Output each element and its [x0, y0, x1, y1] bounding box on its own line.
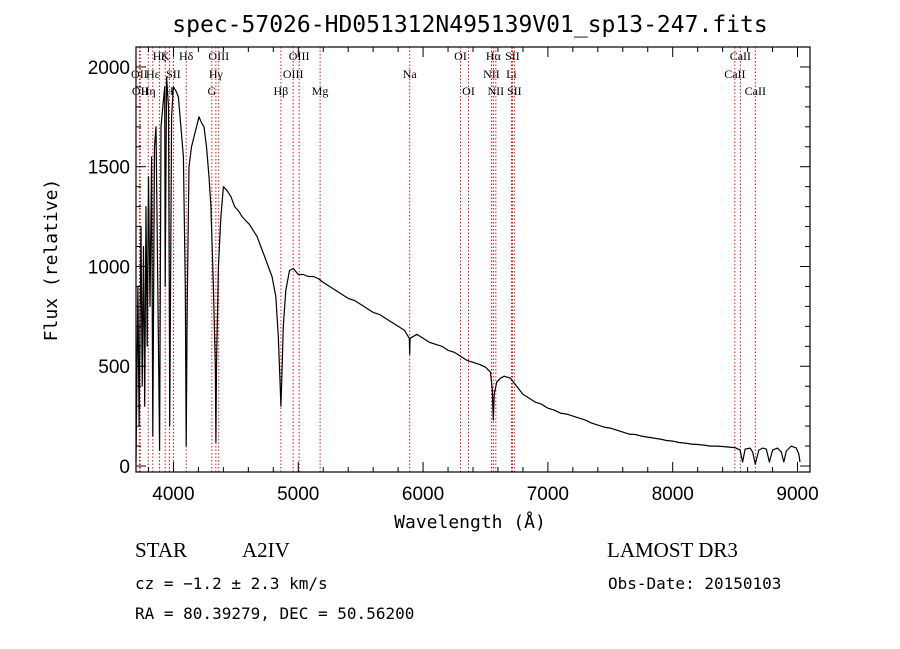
line-marker-label: OII — [131, 67, 148, 81]
y-tick-label: 500 — [98, 357, 130, 378]
line-marker-label: OIII — [208, 49, 229, 63]
y-tick-label: 2000 — [88, 58, 130, 79]
line-marker-label: Hζ — [153, 49, 167, 63]
line-marker-label: SII — [505, 49, 520, 63]
observation-date: Obs-Date: 20150103 — [608, 574, 782, 593]
line-marker-label: Hβ — [274, 84, 289, 98]
x-tick-label: 5000 — [277, 484, 319, 505]
line-marker-label: Hε — [146, 67, 160, 81]
line-marker-label: Mg — [312, 84, 329, 98]
y-tick-label: 0 — [119, 457, 130, 478]
line-marker-label: G — [208, 84, 217, 98]
line-marker-label: NII — [483, 67, 500, 81]
y-axis-label: Flux (relative) — [41, 179, 62, 342]
x-tick-label: 7000 — [527, 484, 569, 505]
line-marker-label: OI — [462, 84, 475, 98]
object-class: STAR — [135, 538, 187, 562]
y-tick-label: 1500 — [88, 158, 130, 179]
line-marker-label: Hα — [486, 49, 502, 63]
line-marker-label: SII — [166, 67, 181, 81]
line-marker-label: Hη — [141, 84, 156, 98]
line-marker-label: CaII — [745, 84, 766, 98]
line-marker-label: Hδ — [179, 49, 194, 63]
line-marker-label: CaII — [724, 67, 745, 81]
line-marker-label: K — [161, 49, 170, 63]
plot-frame — [135, 46, 811, 473]
line-marker-label: OIII — [283, 67, 304, 81]
y-tick-label: 1000 — [88, 257, 130, 278]
line-marker-label: OIII — [289, 49, 310, 63]
coordinates-info: RA = 80.39279, DEC = 50.56200 — [135, 604, 415, 623]
object-subclass: A2IV — [242, 538, 290, 562]
chart-title: spec-57026-HD051312N495139V01_sp13-247.f… — [172, 12, 767, 38]
survey-name: LAMOST DR3 — [607, 538, 738, 562]
x-tick-label: 8000 — [652, 484, 694, 505]
line-marker-label: Li — [506, 67, 517, 81]
line-markers: OIIOIIHηHεHζKHSIIHδGHγOIIIHβOIIIOIIIMgNa… — [131, 47, 766, 472]
line-marker-label: Na — [403, 67, 418, 81]
line-marker-label: SII — [507, 84, 522, 98]
x-axis-label: Wavelength (Å) — [394, 511, 546, 533]
redshift-info: cz = −1.2 ± 2.3 km/s — [135, 574, 328, 593]
line-marker-label: H — [165, 84, 174, 98]
spectrum-line — [135, 76, 801, 465]
axis-ticks: 4000 5000 6000 7000 8000 9000 0 500 1000 1500 2000 — [88, 47, 819, 505]
line-marker-label: OI — [454, 49, 467, 63]
x-tick-label: 9000 — [776, 484, 818, 505]
x-tick-label: 4000 — [152, 484, 194, 505]
line-marker-label: Hγ — [209, 67, 224, 81]
line-marker-label: NII — [488, 84, 505, 98]
line-marker-label: CaII — [730, 49, 751, 63]
x-tick-label: 6000 — [402, 484, 444, 505]
